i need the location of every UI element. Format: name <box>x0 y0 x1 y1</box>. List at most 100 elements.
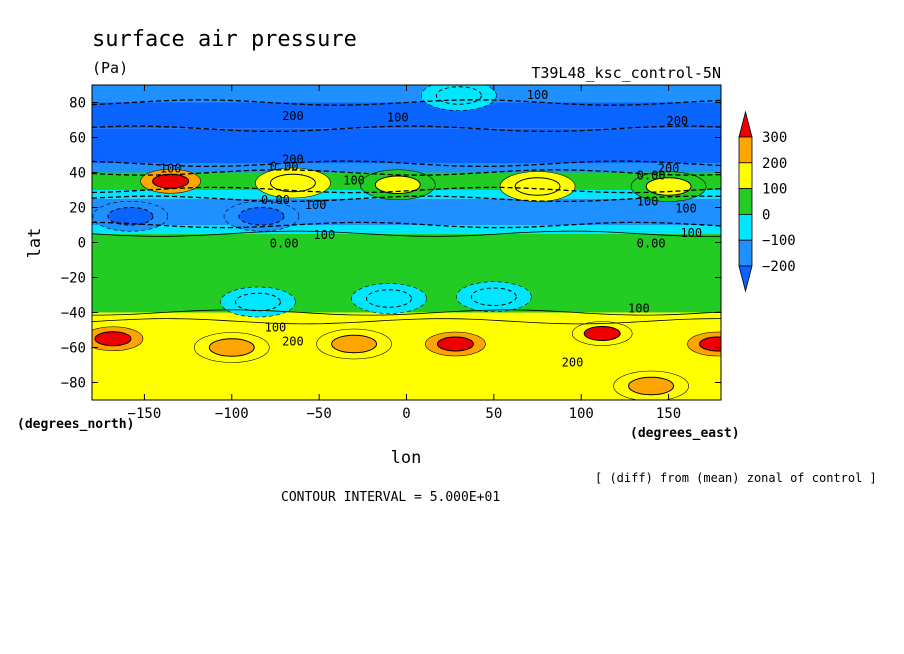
y-tick-label-5: 20 <box>69 201 86 217</box>
footnote: [ (diff) from (mean) zonal of control ] <box>595 471 877 485</box>
anomaly-core-13 <box>436 336 474 352</box>
contour-line-5 <box>92 195 721 203</box>
contour-line-9 <box>92 318 721 325</box>
y-axis-units: (degrees_north) <box>17 417 134 432</box>
contour-label-4: 200 <box>282 153 304 167</box>
anomaly-core-12 <box>331 334 378 354</box>
colorbar-label-2: 0 <box>762 207 770 223</box>
y-tick-label-0: −80 <box>61 376 86 392</box>
zonal-band-3 <box>92 163 721 173</box>
anomaly-core-3 <box>514 177 561 196</box>
colorbar-segment-0 <box>738 136 753 164</box>
contour-label-20: 200 <box>282 335 304 349</box>
chart-units: (Pa) <box>92 59 128 77</box>
colorbar-extend-bottom <box>738 265 753 293</box>
x-tick-label-3: 0 <box>402 406 410 422</box>
contour-label-2: 200 <box>282 109 304 123</box>
anomaly-core-11 <box>208 338 255 357</box>
contour-label-14: 100 <box>314 228 336 242</box>
colorbar-segment-1 <box>738 162 753 190</box>
anomaly-core-1 <box>269 173 316 193</box>
y-tick-label-4: 0 <box>78 236 86 252</box>
y-axis-title: lat <box>25 228 45 259</box>
anomaly-core-10 <box>94 331 132 347</box>
x-tick-label-6: 150 <box>656 406 681 422</box>
colorbar-label-3: 100 <box>762 182 787 198</box>
contour-label-3: 200 <box>666 114 688 128</box>
colorbar-label-5: 300 <box>762 130 787 146</box>
anomaly-core-17 <box>435 86 482 105</box>
zonal-band-1 <box>92 102 721 129</box>
y-tick-label-2: −40 <box>61 306 86 322</box>
y-tick-label-6: 40 <box>69 166 86 182</box>
contour-label-13: 100 <box>675 202 697 216</box>
contour-label-6: 0.00 <box>270 160 299 174</box>
colorbar-label-1: −100 <box>762 233 796 249</box>
contour-label-9: 100 <box>160 161 182 175</box>
anomaly-core-6 <box>238 207 285 226</box>
anomaly-core-5 <box>107 207 154 226</box>
y-tick-label-8: 80 <box>69 96 86 112</box>
contour-line-8 <box>92 309 721 316</box>
chart-title: surface air pressure <box>92 27 357 52</box>
colorbar-segment-3 <box>738 213 753 241</box>
colorbar-label-4: 200 <box>762 156 787 172</box>
anomaly-core-14 <box>583 326 621 341</box>
experiment-label: T39L48_ksc_control-5N <box>531 64 721 82</box>
x-tick-label-1: −100 <box>215 406 249 422</box>
x-axis-units: (degrees_east) <box>630 426 740 441</box>
contour-label-7: 0.00 <box>637 168 666 182</box>
x-axis-title: lon <box>391 448 422 468</box>
contour-label-21: 200 <box>562 356 584 370</box>
zonal-band-0 <box>92 85 721 103</box>
contour-line-3 <box>92 169 721 176</box>
contour-label-19: 100 <box>265 321 287 335</box>
y-axis: −80 −60 −40 −20 0 20 40 60 80 <box>61 96 721 392</box>
colorbar-label-0: −200 <box>762 259 796 275</box>
colorbar: −200 −100 0 100 200 300 <box>738 110 796 293</box>
x-tick-label-0: −150 <box>128 406 162 422</box>
x-tick-label-2: −50 <box>306 406 331 422</box>
anomaly-core-7 <box>234 292 281 312</box>
contour-label-17: 100 <box>680 226 702 240</box>
contour-label-15: 0.00 <box>270 237 299 251</box>
x-tick-label-4: 50 <box>485 406 502 422</box>
colorbar-extend-top <box>738 110 753 138</box>
contour-label-12: 100 <box>637 195 659 209</box>
contour-label-10: 0.00 <box>261 193 290 207</box>
contour-label-5: 200 <box>658 161 680 175</box>
zonal-band-9 <box>92 312 721 322</box>
anomaly-core-2 <box>374 175 421 194</box>
zonal-band-6 <box>92 198 721 225</box>
colorbar-segment-4 <box>738 239 753 267</box>
contour-label-16: 0.00 <box>637 237 666 251</box>
contour-label-18: 100 <box>628 301 650 315</box>
anomaly-core-15 <box>699 336 721 352</box>
colorbar-segment-2 <box>738 188 753 215</box>
contour-line-4 <box>92 186 721 194</box>
contour-line-6 <box>92 221 721 229</box>
zonal-band-7 <box>92 225 721 234</box>
y-tick-label-1: −60 <box>61 341 86 357</box>
contour-line-0 <box>92 99 721 106</box>
contour-line-7 <box>92 230 721 237</box>
anomaly-core-16 <box>628 376 675 396</box>
anomaly-core-8 <box>366 289 413 308</box>
contour-label-1: 100 <box>387 111 409 125</box>
contour-label-0: 100 <box>527 88 549 102</box>
x-tick-label-5: 100 <box>569 406 594 422</box>
anomaly-core-9 <box>470 287 517 306</box>
zonal-band-2 <box>92 128 721 164</box>
plot-area <box>92 85 721 400</box>
contour-interval: CONTOUR INTERVAL = 5.000E+01 <box>281 490 500 505</box>
contour-label-11: 100 <box>305 198 327 212</box>
contour-line-1 <box>92 125 721 133</box>
contour-label-8: 100 <box>343 174 365 188</box>
y-tick-label-3: −20 <box>61 271 86 287</box>
anomaly-core-0 <box>152 173 190 189</box>
x-axis: −150 −100 −50 0 50 100 150 <box>128 85 681 422</box>
contour-line-2 <box>92 160 721 168</box>
y-tick-label-7: 60 <box>69 131 86 147</box>
